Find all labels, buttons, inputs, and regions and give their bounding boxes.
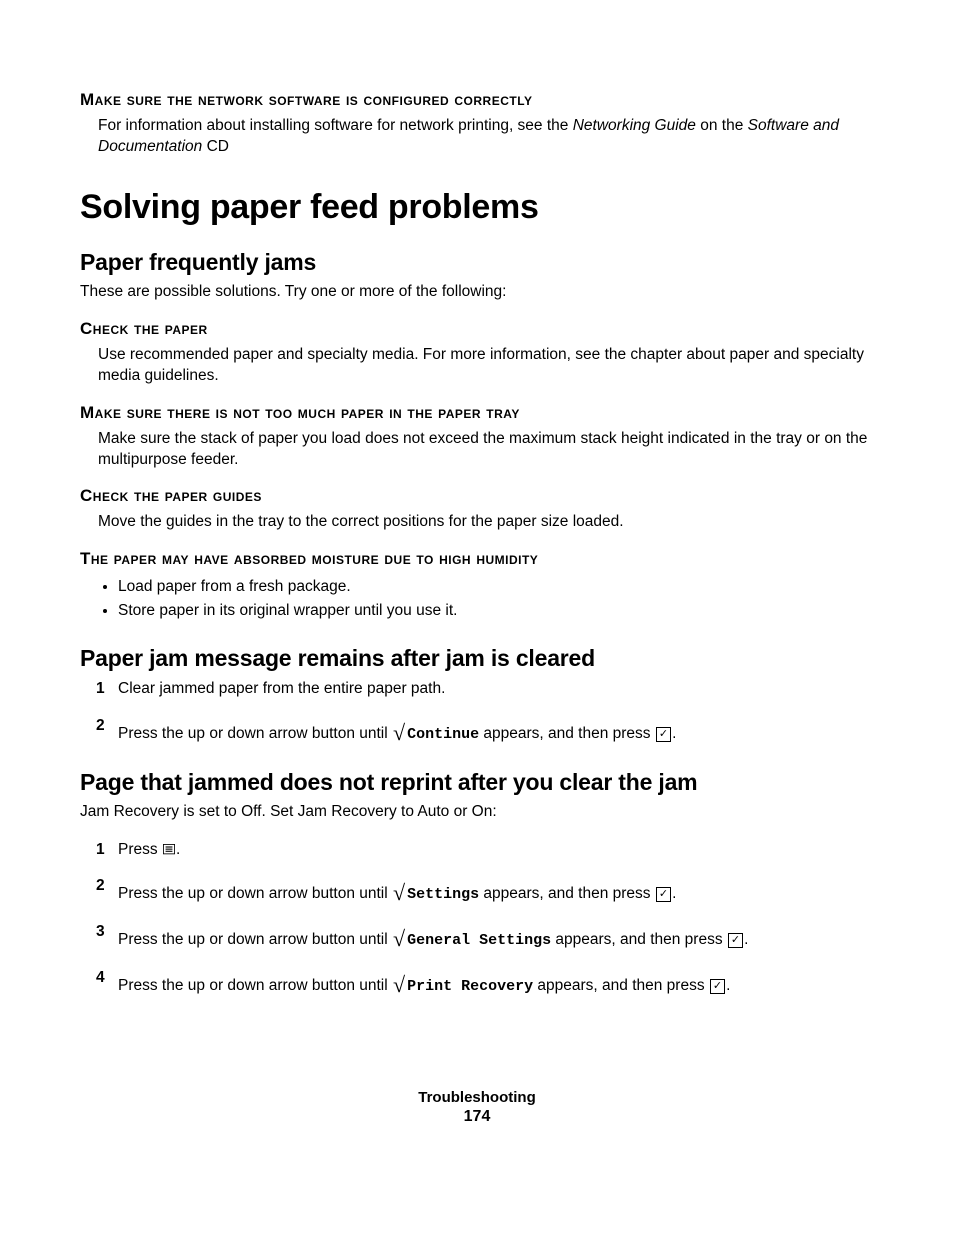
surd-icon: √	[393, 720, 405, 745]
text-fragment: .	[672, 725, 676, 742]
step-item: Press the up or down arrow button until …	[102, 921, 874, 953]
text-fragment: on the	[696, 117, 748, 134]
check-button-icon: ✓	[728, 933, 743, 948]
heading-network-software: Make sure the network software is config…	[80, 90, 874, 110]
heading-paper-frequently-jams: Paper frequently jams	[80, 249, 874, 276]
step-item: Press the up or down arrow button until …	[102, 715, 874, 747]
body-check-guides: Move the guides in the tray to the corre…	[98, 512, 874, 533]
body-too-much-paper: Make sure the stack of paper you load do…	[98, 429, 874, 471]
text-fragment: .	[672, 885, 676, 902]
mono-print-recovery: Print Recovery	[407, 978, 533, 995]
text-fragment: Press the up or down arrow button until	[118, 931, 392, 948]
intro-paper-frequently-jams: These are possible solutions. Try one or…	[80, 282, 874, 303]
heading-jam-message-remains: Paper jam message remains after jam is c…	[80, 645, 874, 672]
step-item: Press the up or down arrow button until …	[102, 967, 874, 999]
text-fragment: Press	[118, 841, 162, 858]
heading-jam-no-reprint: Page that jammed does not reprint after …	[80, 769, 874, 796]
mono-general-settings: General Settings	[407, 932, 551, 949]
text-fragment: appears, and then press	[551, 931, 727, 948]
list-humidity: Load paper from a fresh package. Store p…	[118, 575, 874, 623]
mono-continue: Continue	[407, 726, 479, 743]
intro-jam-no-reprint: Jam Recovery is set to Off. Set Jam Reco…	[80, 802, 874, 823]
page-footer: Troubleshooting 174	[80, 1089, 874, 1126]
text-fragment: CD	[202, 138, 229, 155]
footer-section-title: Troubleshooting	[80, 1089, 874, 1106]
body-check-paper: Use recommended paper and specialty medi…	[98, 345, 874, 387]
check-button-icon: ✓	[710, 979, 725, 994]
document-page: Make sure the network software is config…	[0, 0, 954, 1166]
step-item: Press .	[102, 839, 874, 861]
list-item: Store paper in its original wrapper unti…	[118, 599, 874, 623]
step-item: Press the up or down arrow button until …	[102, 875, 874, 907]
surd-icon: √	[393, 880, 405, 905]
mono-settings: Settings	[407, 886, 479, 903]
step-item: Clear jammed paper from the entire paper…	[102, 678, 874, 700]
italic-networking-guide: Networking Guide	[573, 117, 696, 134]
text-fragment: .	[726, 977, 730, 994]
text-fragment: appears, and then press	[533, 977, 709, 994]
heading-solving-paper-feed: Solving paper feed problems	[80, 188, 874, 227]
text-fragment: Press the up or down arrow button until	[118, 977, 392, 994]
surd-icon: √	[393, 926, 405, 951]
heading-check-guides: Check the paper guides	[80, 486, 874, 506]
text-fragment: For information about installing softwar…	[98, 117, 573, 134]
heading-humidity: The paper may have absorbed moisture due…	[80, 549, 874, 569]
text-fragment: Press the up or down arrow button until	[118, 885, 392, 902]
body-network-software: For information about installing softwar…	[98, 116, 874, 158]
list-item: Load paper from a fresh package.	[118, 575, 874, 599]
steps-jam-message: Clear jammed paper from the entire paper…	[80, 678, 874, 746]
steps-jam-recovery: Press . Press the up or down arrow butto…	[80, 839, 874, 999]
text-fragment: appears, and then press	[479, 725, 655, 742]
text-fragment: appears, and then press	[479, 885, 655, 902]
surd-icon: √	[393, 972, 405, 997]
text-fragment: Press the up or down arrow button until	[118, 725, 392, 742]
menu-button-icon	[163, 844, 175, 854]
heading-too-much-paper: Make sure there is not too much paper in…	[80, 403, 874, 423]
check-button-icon: ✓	[656, 887, 671, 902]
heading-check-paper: Check the paper	[80, 319, 874, 339]
footer-page-number: 174	[80, 1108, 874, 1126]
check-button-icon: ✓	[656, 727, 671, 742]
text-fragment: .	[744, 931, 748, 948]
text-fragment: .	[176, 841, 180, 858]
